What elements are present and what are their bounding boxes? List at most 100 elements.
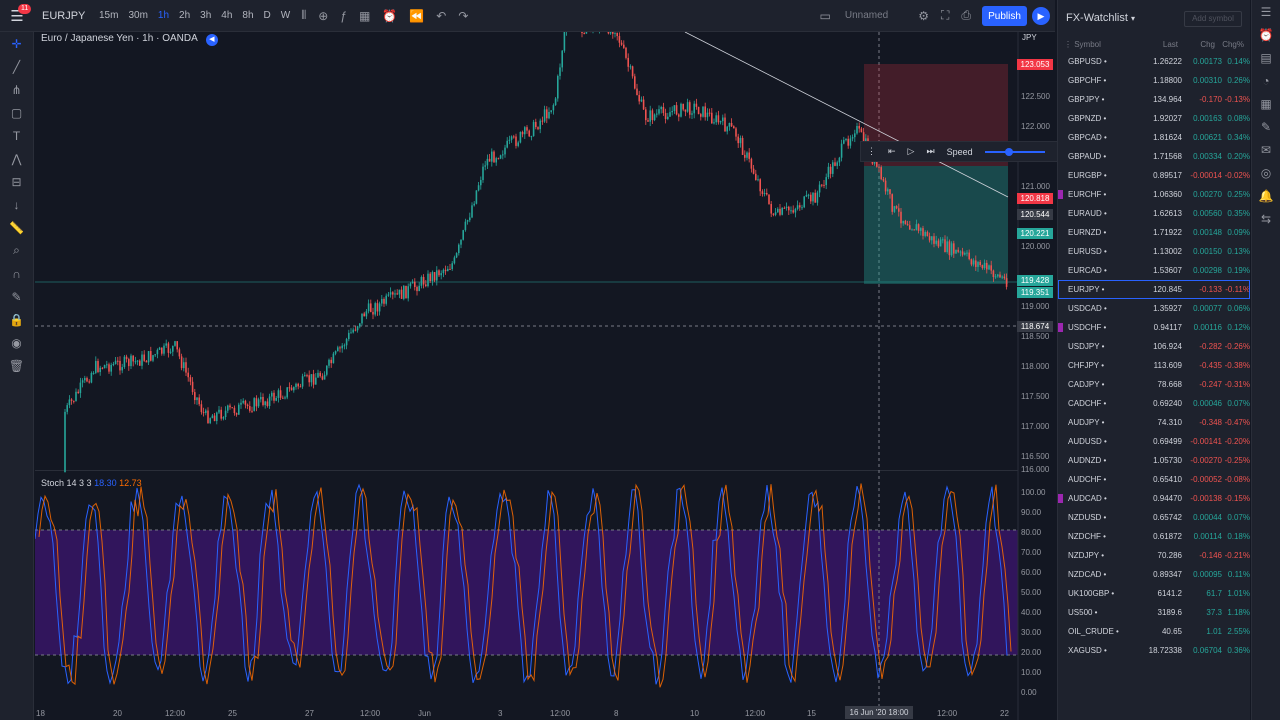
zoom-icon[interactable]: ⌕ <box>13 243 20 257</box>
eye-icon[interactable]: ◉ <box>11 335 22 350</box>
watchlist-row[interactable]: GBPJPY • 134.964 -0.170 -0.13% <box>1058 90 1250 109</box>
interval-8h[interactable]: 8h <box>242 9 254 21</box>
watchlist-row[interactable]: USDCHF • 0.94117 0.00116 0.12% <box>1058 318 1250 337</box>
publish-arrow-icon[interactable]: ▶ <box>1032 7 1050 25</box>
notifications-icon[interactable]: 🔔 <box>1258 188 1274 203</box>
watchlist-row[interactable]: GBPNZD • 1.92027 0.00163 0.08% <box>1058 109 1250 128</box>
col-last[interactable]: Last <box>1162 39 1178 49</box>
step-forward-icon[interactable]: ⏭ <box>926 146 935 156</box>
menu-icon[interactable]: ☰ 11 <box>0 0 34 32</box>
speed-slider-handle[interactable] <box>1004 147 1013 156</box>
calendar-icon[interactable]: ▦ <box>1260 96 1272 111</box>
watchlist-row[interactable]: CADJPY • 78.668 -0.247 -0.31% <box>1058 375 1250 394</box>
watchlist-row[interactable]: OIL_CRUDE • 40.65 1.01 2.55% <box>1058 622 1250 641</box>
watchlist-row[interactable]: NZDUSD • 0.65742 0.00044 0.07% <box>1058 508 1250 527</box>
watchlist-row[interactable]: AUDJPY • 74.310 -0.348 -0.47% <box>1058 413 1250 432</box>
watchlist-row[interactable]: UK100GBP • 6141.2 61.7 1.01% <box>1058 584 1250 603</box>
crosshair-icon[interactable]: ✛ <box>11 36 22 51</box>
indicators-icon[interactable]: ƒ <box>340 8 348 23</box>
layout-name[interactable]: Unnamed <box>844 10 889 21</box>
ruler-icon[interactable]: 📏 <box>9 220 24 235</box>
watchlist-row[interactable]: NZDCAD • 0.89347 0.00095 0.11% <box>1058 565 1250 584</box>
interval-3h[interactable]: 3h <box>200 9 212 21</box>
settings-icon[interactable]: ⚙ <box>918 8 929 23</box>
interval-4h[interactable]: 4h <box>221 9 233 21</box>
add-compare-icon[interactable]: ⊕ <box>318 8 329 23</box>
watchlist-row[interactable]: EURCAD • 1.53607 0.00298 0.19% <box>1058 261 1250 280</box>
watchlist-row[interactable]: GBPCAD • 1.81624 0.00621 0.34% <box>1058 128 1250 147</box>
lock-icon[interactable]: 🔒 <box>9 312 24 327</box>
chat-icon[interactable]: ✉ <box>1260 142 1272 157</box>
candle-type-icon[interactable]: ⫴ <box>301 8 307 22</box>
arrow-icon[interactable]: ↓ <box>13 197 20 212</box>
watchlist-row[interactable]: GBPCHF • 1.18800 0.00310 0.26% <box>1058 71 1250 90</box>
stoch-tick: 90.00 <box>1021 508 1042 517</box>
watchlist-icon[interactable]: ☰ <box>1260 4 1272 19</box>
redo-icon[interactable]: ↷ <box>458 8 469 23</box>
add-symbol-button[interactable]: Add symbol <box>1184 11 1242 27</box>
watchlist-row[interactable]: US500 • 3189.6 37.3 1.18% <box>1058 603 1250 622</box>
candle-body <box>462 230 464 240</box>
drag-handle-icon[interactable]: ⋮ <box>867 146 876 156</box>
undo-icon[interactable]: ↶ <box>436 8 447 23</box>
watchlist-row[interactable]: USDJPY • 106.924 -0.282 -0.26% <box>1058 337 1250 356</box>
watchlist-row[interactable]: GBPAUD • 1.71568 0.00334 0.20% <box>1058 147 1250 166</box>
chevron-down-icon[interactable]: ▾ <box>1130 13 1135 23</box>
rectangle-icon[interactable]: ▢ <box>10 105 23 120</box>
replay-select-icon[interactable]: ⇤ <box>888 146 896 156</box>
watchlist-row[interactable]: EURAUD • 1.62613 0.00560 0.35% <box>1058 204 1250 223</box>
watchlist-row[interactable]: CHFJPY • 113.609 -0.435 -0.38% <box>1058 356 1250 375</box>
templates-icon[interactable]: ▦ <box>359 8 371 23</box>
col-chg[interactable]: Chg <box>1200 39 1215 49</box>
fullscreen-layout-icon[interactable]: ▭ <box>819 8 831 23</box>
watchlist-row[interactable]: EURUSD • 1.13002 0.00150 0.13% <box>1058 242 1250 261</box>
interval-30m[interactable]: 30m <box>128 9 148 21</box>
forecast-icon[interactable]: ⊟ <box>11 174 22 189</box>
watchlist-row[interactable]: AUDNZD • 1.05730 -0.00270 -0.25% <box>1058 451 1250 470</box>
pitchfork-icon[interactable]: ⋔ <box>11 82 22 97</box>
watchlist-title[interactable]: FX-Watchlist ▾ <box>1058 0 1250 36</box>
replay-icon[interactable]: ⏪ <box>409 8 425 23</box>
fullscreen-icon[interactable]: ⛶ <box>940 8 950 22</box>
watchlist-row[interactable]: AUDCAD • 0.94470 -0.00138 -0.15% <box>1058 489 1250 508</box>
interval-D[interactable]: D <box>263 9 271 21</box>
watchlist-row[interactable]: EURJPY • 120.845 -0.133 -0.11% <box>1058 280 1250 299</box>
ideas-icon[interactable]: ✎ <box>1260 119 1272 134</box>
price-chart[interactable] <box>35 32 1055 720</box>
watchlist-row[interactable]: EURCHF • 1.06360 0.00270 0.25% <box>1058 185 1250 204</box>
interval-W[interactable]: W <box>280 9 291 21</box>
alert-icon[interactable]: ⏰ <box>382 8 398 23</box>
trendline-icon[interactable]: ╱ <box>12 59 21 74</box>
magnet-icon[interactable]: ∩ <box>12 266 21 281</box>
data-window-icon[interactable]: ▤ <box>1260 50 1272 65</box>
alerts-icon[interactable]: ⏰ <box>1258 27 1274 42</box>
replay-play-icon[interactable]: ◀ <box>205 34 218 46</box>
pencil-lock-icon[interactable]: ✎ <box>11 289 22 304</box>
speed-slider[interactable] <box>984 147 1045 156</box>
hotlist-icon[interactable]: ◔ <box>1262 73 1270 88</box>
watchlist-row[interactable]: AUDCHF • 0.65410 -0.00052 -0.08% <box>1058 470 1250 489</box>
watchlist-row[interactable]: NZDCHF • 0.61872 0.00114 0.18% <box>1058 527 1250 546</box>
play-icon[interactable]: ▷ <box>907 146 915 156</box>
watchlist-row[interactable]: NZDJPY • 70.286 -0.146 -0.21% <box>1058 546 1250 565</box>
watchlist-row[interactable]: EURNZD • 1.71922 0.00148 0.09% <box>1058 223 1250 242</box>
watchlist-row[interactable]: GBPUSD • 1.26222 0.00173 0.14% <box>1058 52 1250 71</box>
interval-15m[interactable]: 15m <box>99 9 119 21</box>
streams-icon[interactable]: ◎ <box>1260 165 1272 180</box>
trash-icon[interactable]: 🗑 <box>8 358 25 373</box>
camera-icon[interactable]: ⎙ <box>961 8 971 22</box>
text-icon[interactable]: T <box>12 128 21 143</box>
watchlist-row[interactable]: EURGBP • 0.89517 -0.00014 -0.02% <box>1058 166 1250 185</box>
interval-1h[interactable]: 1h <box>157 9 170 21</box>
publish-button[interactable]: Publish <box>982 6 1027 26</box>
pattern-icon[interactable]: ⋀ <box>11 151 22 166</box>
interval-2h[interactable]: 2h <box>179 9 191 21</box>
watchlist-row[interactable]: CADCHF • 0.69240 0.00046 0.07% <box>1058 394 1250 413</box>
watchlist-row[interactable]: XAGUSD • 18.72338 0.06704 0.36% <box>1058 641 1250 660</box>
watchlist-row[interactable]: AUDUSD • 0.69499 -0.00141 -0.20% <box>1058 432 1250 451</box>
symbol-search[interactable]: EURJPY <box>42 9 86 22</box>
order-panel-icon[interactable]: ⇆ <box>1260 211 1272 226</box>
col-chgpct[interactable]: Chg% <box>1222 39 1244 49</box>
col-symbol[interactable]: ⋮ Symbol <box>1064 39 1101 49</box>
watchlist-row[interactable]: USDCAD • 1.35927 0.00077 0.06% <box>1058 299 1250 318</box>
